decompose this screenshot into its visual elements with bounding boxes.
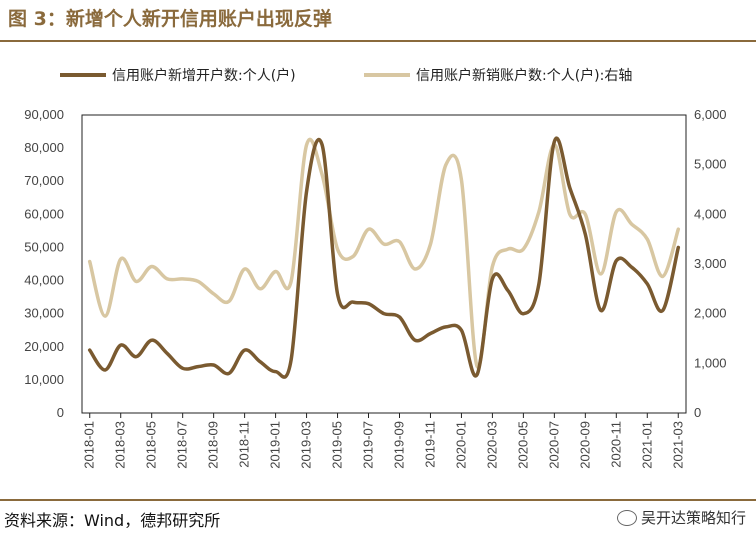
legend: 信用账户新增开户数:个人(户) 信用账户新销账户数:个人(户):右轴	[60, 67, 632, 84]
left-tick-label: 90,000	[24, 107, 64, 122]
right-tick-label: 4,000	[694, 206, 727, 221]
left-tick-label: 30,000	[24, 306, 64, 321]
x-tick-label: 2019-09	[391, 421, 406, 469]
x-tick-label: 2019-11	[422, 421, 437, 468]
chart-svg: 信用账户新增开户数:个人(户) 信用账户新销账户数:个人(户):右轴 0 10,0…	[24, 67, 727, 469]
left-tick-label: 10,000	[24, 372, 64, 387]
x-tick-label: 2018-11	[237, 421, 252, 468]
x-tick-label: 2020-03	[484, 421, 499, 469]
x-tick-label: 2018-09	[206, 421, 221, 469]
series-lines	[87, 136, 681, 379]
chart-title: 图 3：新增个人新开信用账户出现反弹	[8, 8, 332, 30]
left-tick-label: 50,000	[24, 239, 64, 254]
x-tick-label: 2020-09	[577, 421, 592, 469]
plot-frame	[81, 114, 687, 414]
x-tick-label: 2020-11	[608, 421, 623, 468]
x-tick-label: 2019-05	[330, 421, 345, 469]
x-axis: 2018-01 2018-03 2018-05 2018-07 2018-09 2018-…	[82, 413, 685, 469]
right-tick-label: 0	[694, 405, 701, 420]
x-tick-label: 2019-07	[361, 421, 376, 469]
left-tick-label: 60,000	[24, 206, 64, 221]
left-tick-label: 40,000	[24, 273, 64, 288]
x-tick-label: 2018-05	[144, 421, 159, 469]
right-axis: 0 1,000 2,000 3,000 4,000 5,000 6,000	[694, 107, 727, 420]
source-note: 资料来源：Wind，德邦研究所	[4, 511, 221, 530]
x-tick-label: 2021-03	[670, 421, 685, 469]
x-tick-label: 2021-01	[639, 421, 654, 469]
wechat-icon	[616, 509, 637, 526]
x-tick-label: 2018-03	[113, 421, 128, 469]
x-tick-label: 2018-07	[175, 421, 190, 469]
left-tick-label: 0	[57, 405, 64, 420]
x-tick-label: 2020-05	[515, 421, 530, 469]
right-tick-label: 5,000	[694, 157, 727, 172]
watermark-text: 吴开达策略知行	[640, 509, 746, 527]
legend-label-series-1: 信用账户新增开户数:个人(户)	[112, 67, 296, 84]
right-tick-label: 6,000	[694, 107, 727, 122]
right-tick-label: 3,000	[694, 256, 727, 271]
x-tick-label: 2019-03	[299, 421, 314, 469]
watermark: 吴开达策略知行	[616, 507, 746, 528]
x-tick-label: 2018-01	[82, 421, 97, 469]
left-tick-label: 80,000	[24, 140, 64, 155]
right-tick-label: 2,000	[694, 306, 727, 321]
title-rule	[0, 40, 756, 42]
left-axis: 0 10,000 20,000 30,000 40,000 50,000 60,000 70,…	[24, 107, 64, 420]
x-tick-label: 2020-07	[546, 421, 561, 469]
x-tick-label: 2019-01	[268, 421, 283, 469]
legend-label-series-2: 信用账户新销账户数:个人(户):右轴	[416, 67, 632, 84]
footer-rule	[0, 499, 756, 501]
series-line-2	[87, 137, 681, 370]
left-tick-label: 70,000	[24, 173, 64, 188]
series-line-1	[87, 136, 681, 379]
left-tick-label: 20,000	[24, 339, 64, 354]
right-tick-label: 1,000	[694, 355, 727, 370]
x-tick-label: 2020-01	[453, 421, 468, 469]
